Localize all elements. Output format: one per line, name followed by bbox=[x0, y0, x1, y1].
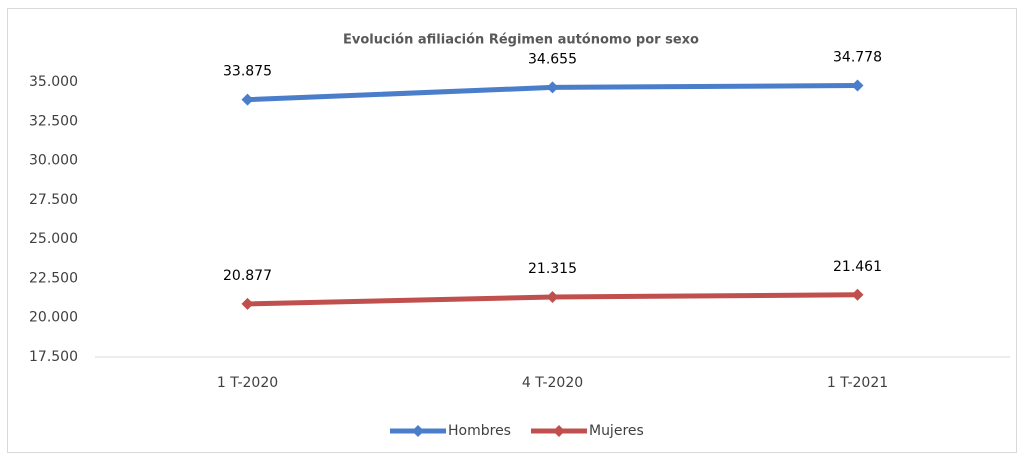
x-tick-label: 1 T-2020 bbox=[217, 375, 278, 391]
y-tick-label: 27.500 bbox=[29, 192, 78, 208]
data-label: 20.877 bbox=[223, 268, 272, 284]
y-tick-label: 17.500 bbox=[29, 349, 78, 365]
data-label: 33.875 bbox=[223, 64, 272, 80]
data-label: 21.315 bbox=[528, 261, 577, 277]
data-label: 21.461 bbox=[833, 259, 882, 275]
data-label: 34.655 bbox=[528, 51, 577, 67]
y-tick-label: 25.000 bbox=[29, 231, 78, 247]
marker bbox=[241, 93, 254, 106]
legend-marker bbox=[552, 425, 565, 437]
marker bbox=[546, 81, 559, 94]
chart-frame bbox=[7, 8, 1017, 453]
y-tick-label: 30.000 bbox=[29, 153, 78, 169]
legend-label: Hombres bbox=[448, 423, 511, 439]
marker bbox=[241, 297, 254, 310]
legend-label: Mujeres bbox=[589, 423, 644, 439]
marker bbox=[851, 79, 864, 92]
legend-marker bbox=[412, 425, 424, 437]
x-tick-label: 1 T-2021 bbox=[827, 375, 888, 391]
y-tick-label: 22.500 bbox=[29, 270, 78, 286]
marker bbox=[851, 288, 864, 301]
chart-title: Evolución afiliación Régimen autónomo po… bbox=[343, 33, 699, 48]
y-tick-label: 32.500 bbox=[29, 113, 78, 129]
marker bbox=[546, 291, 559, 304]
y-tick-label: 35.000 bbox=[29, 74, 78, 90]
y-tick-label: 20.000 bbox=[29, 310, 78, 326]
data-label: 34.778 bbox=[833, 49, 882, 65]
x-tick-label: 4 T-2020 bbox=[522, 375, 583, 391]
